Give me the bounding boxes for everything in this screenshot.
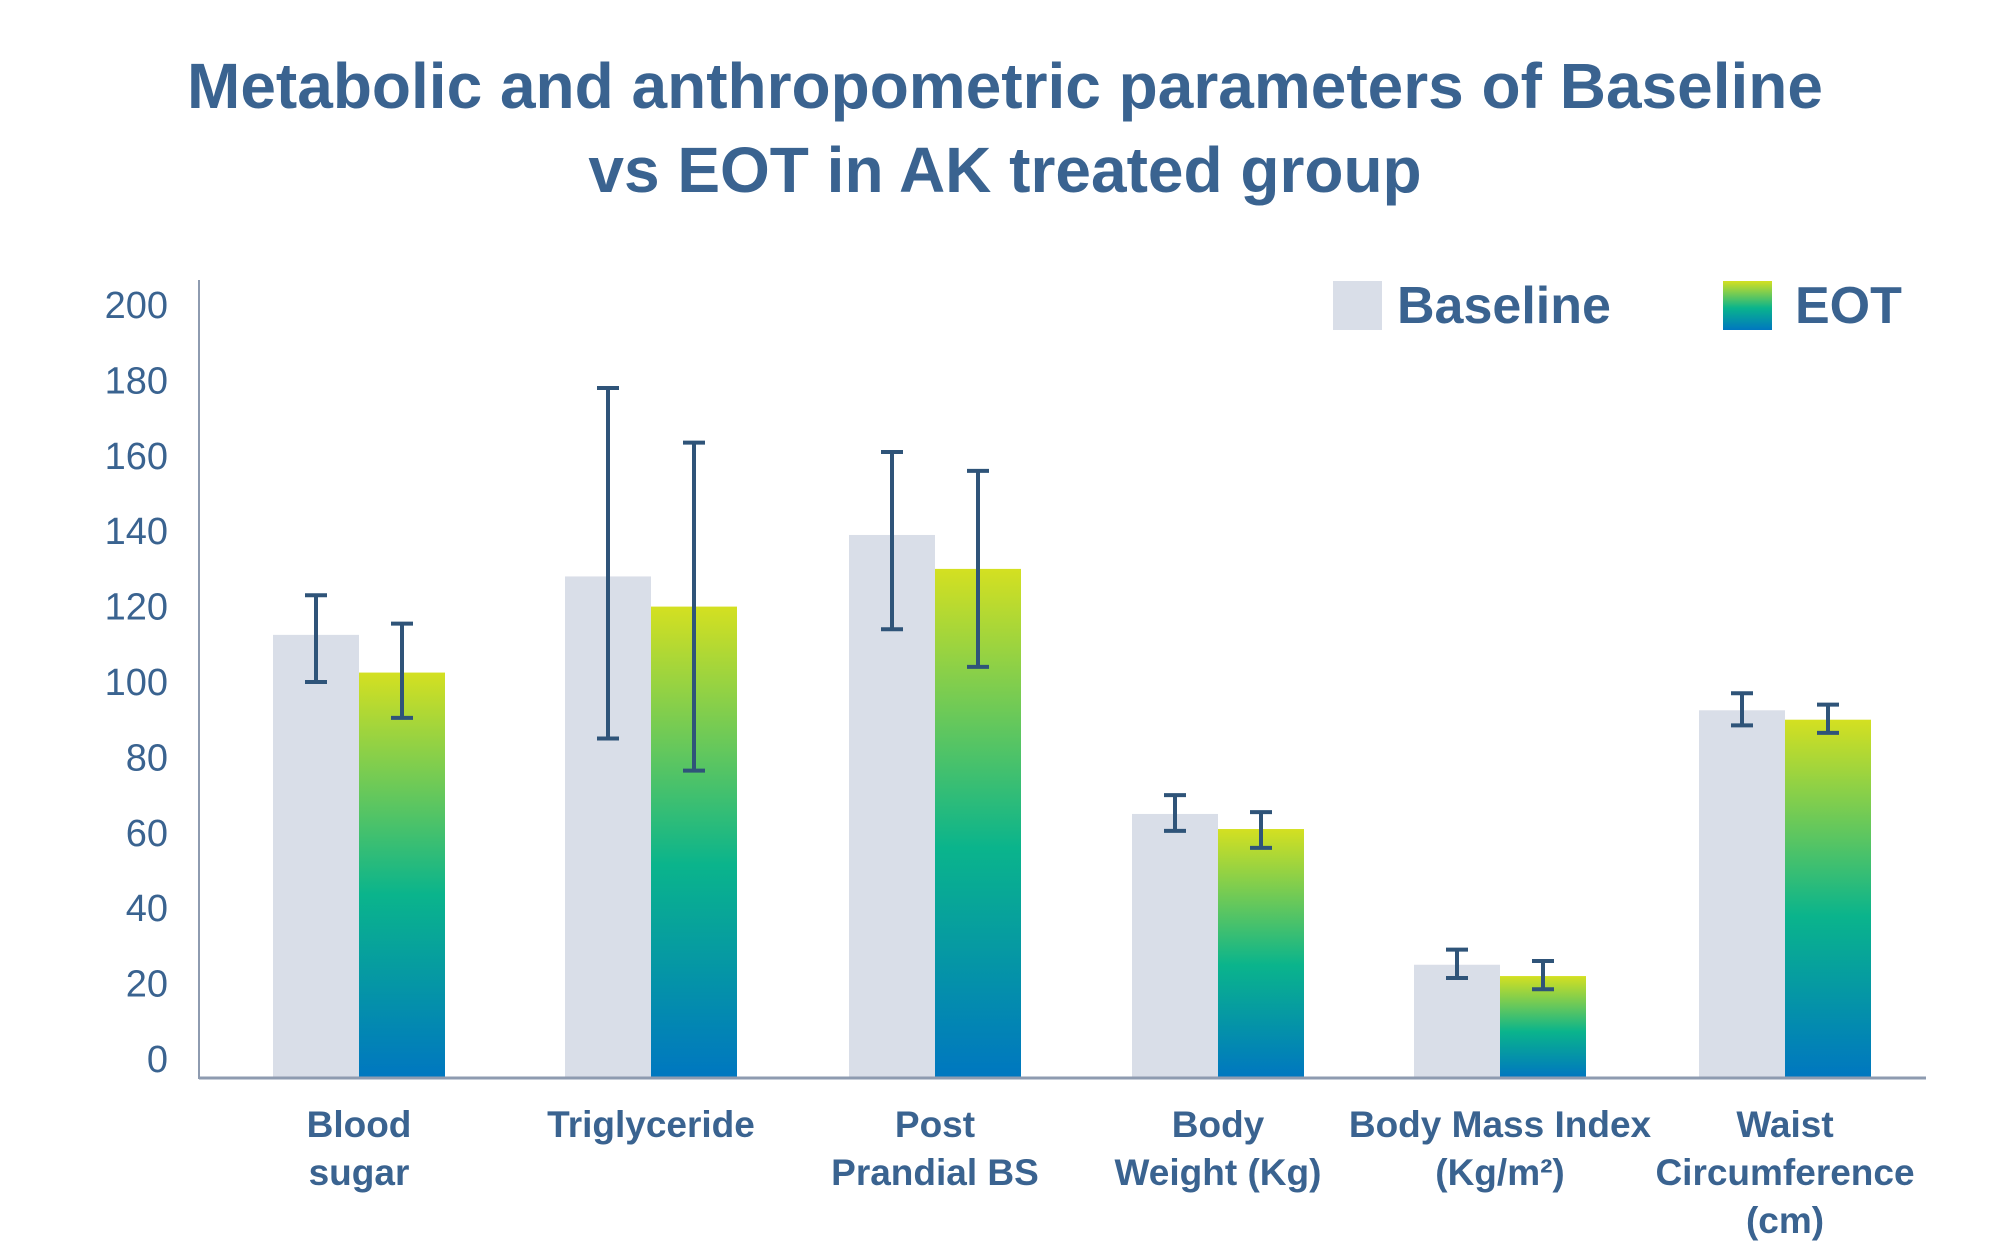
bar-baseline — [273, 634, 359, 1077]
x-category-label: Circumference — [1655, 1152, 1914, 1193]
y-tick-label: 20 — [126, 964, 168, 1006]
bar-eot — [1785, 719, 1871, 1077]
y-tick-label: 200 — [105, 285, 168, 327]
y-tick-label: 60 — [126, 813, 168, 855]
x-category-label: Weight (Kg) — [1115, 1152, 1322, 1193]
x-category-label: Triglyceride — [547, 1104, 755, 1145]
y-tick-label: 0 — [147, 1039, 168, 1081]
y-tick-label: 100 — [105, 662, 168, 704]
x-category-label: Body — [1172, 1104, 1265, 1145]
legend-label-baseline: Baseline — [1397, 277, 1611, 335]
legend-label-eot: EOT — [1795, 277, 1902, 335]
x-category-label: sugar — [309, 1152, 410, 1193]
x-category-label: Waist — [1736, 1104, 1833, 1145]
bar-baseline — [1699, 710, 1785, 1077]
y-tick-label: 40 — [126, 888, 168, 930]
legend-swatch-baseline — [1333, 281, 1382, 330]
x-category-label: (Kg/m²) — [1435, 1152, 1564, 1193]
y-tick-label: 120 — [105, 587, 168, 629]
y-tick-label: 160 — [105, 436, 168, 478]
chart-title-line-1: Metabolic and anthropometric parameters … — [187, 50, 1823, 122]
x-category-label: (cm) — [1746, 1200, 1824, 1241]
bar-baseline — [1414, 964, 1500, 1077]
legend: Baseline EOT — [1333, 277, 1902, 335]
bar-baseline — [1132, 813, 1218, 1077]
x-category-label: Post — [895, 1104, 975, 1145]
legend-swatch-eot — [1723, 281, 1772, 330]
y-tick-label: 180 — [105, 360, 168, 402]
y-tick-label: 140 — [105, 511, 168, 553]
bar-eot — [1500, 976, 1586, 1077]
bar-eot — [1218, 829, 1304, 1077]
chart-title-line-2: vs EOT in AK treated group — [588, 134, 1421, 206]
y-tick-label: 80 — [126, 737, 168, 779]
x-category-label: Blood — [307, 1104, 412, 1145]
x-category-label: Prandial BS — [831, 1152, 1039, 1193]
x-category-label: Body Mass Index — [1349, 1104, 1652, 1145]
bar-eot — [359, 672, 445, 1077]
